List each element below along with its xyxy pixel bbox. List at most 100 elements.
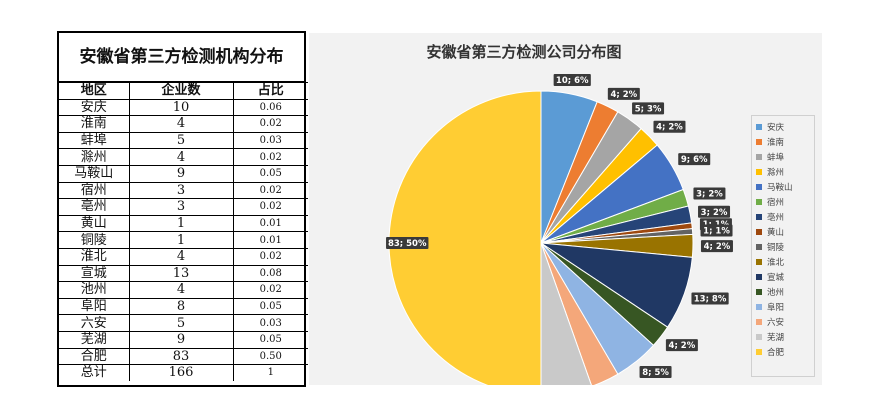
data-label: 13; 8% xyxy=(691,292,729,305)
table-row: 宣城 13 0.08 xyxy=(59,264,308,283)
legend-swatch xyxy=(756,288,762,295)
count-cell: 4 xyxy=(128,115,234,133)
region-cell: 宣城 xyxy=(59,264,130,283)
count-cell: 13 xyxy=(128,264,234,283)
pie-slice xyxy=(540,242,592,385)
data-label-box xyxy=(553,73,591,86)
data-label-text: 4; 2% xyxy=(656,123,683,133)
legend-label: 淮南 xyxy=(767,137,785,148)
data-label-text: 8; 5% xyxy=(642,368,669,378)
legend-swatch xyxy=(756,318,762,325)
legend-swatch xyxy=(756,258,762,265)
data-label-text: 13; 8% xyxy=(694,294,727,304)
table-title: 安徽省第三方检测机构分布 xyxy=(59,33,304,82)
count-cell: 3 xyxy=(128,198,234,216)
share-cell: 0.02 xyxy=(232,247,308,266)
share-cell: 0.02 xyxy=(232,281,308,299)
data-label-box xyxy=(665,339,698,352)
share-cell: 0.02 xyxy=(232,115,308,133)
legend-item: 安庆 xyxy=(756,119,810,134)
table-row: 池州 4 0.02 xyxy=(59,281,308,299)
region-cell: 铜陵 xyxy=(59,231,130,249)
count-cell: 9 xyxy=(128,164,234,183)
legend-item: 合肥 xyxy=(756,344,810,359)
share-cell: 0.50 xyxy=(232,347,308,366)
legend-item: 宿州 xyxy=(756,194,810,209)
count-cell: 1 xyxy=(128,231,234,249)
legend-label: 阜阳 xyxy=(767,302,785,313)
data-label-box xyxy=(678,153,711,166)
share-cell: 1 xyxy=(232,364,308,381)
count-cell: 83 xyxy=(128,347,234,366)
legend-label: 黄山 xyxy=(767,227,785,238)
header-count: 企业数 xyxy=(128,82,234,100)
share-cell: 0.03 xyxy=(232,314,308,332)
data-label-text: 4; 2% xyxy=(704,242,731,252)
table-row: 淮北 4 0.02 xyxy=(59,247,308,266)
data-label-text: 5; 3% xyxy=(635,104,662,114)
data-label-box xyxy=(607,87,640,100)
share-cell: 0.08 xyxy=(232,264,308,283)
table-row: 总计 166 1 xyxy=(59,364,308,381)
table-row: 滁州 4 0.02 xyxy=(59,148,308,166)
data-label-box xyxy=(700,224,733,237)
legend-swatch xyxy=(756,228,762,235)
region-cell: 马鞍山 xyxy=(59,164,130,183)
count-cell: 8 xyxy=(128,297,234,316)
data-label-box xyxy=(698,205,731,218)
data-label-text: 83; 50% xyxy=(388,239,427,249)
legend-item: 六安 xyxy=(756,314,810,329)
share-cell: 0.05 xyxy=(232,297,308,316)
table-row: 蚌埠 5 0.03 xyxy=(59,131,308,150)
legend-label: 蚌埠 xyxy=(767,152,785,163)
legend-swatch xyxy=(756,213,762,220)
pie-chart: 10; 6% 4; 2% 5; 3% 4; 2% 9; 6% 3; 2% 3; 2% 1; 1… xyxy=(386,73,733,385)
data-label-text: 1; 1% xyxy=(703,226,730,236)
legend-item: 滁州 xyxy=(756,164,810,179)
count-cell: 10 xyxy=(128,98,234,117)
region-cell: 黄山 xyxy=(59,214,130,233)
legend-item: 池州 xyxy=(756,284,810,299)
data-label-text: 4; 2% xyxy=(669,341,696,351)
region-cell: 合肥 xyxy=(59,347,130,366)
table-row: 六安 5 0.03 xyxy=(59,314,308,332)
data-label: 4; 2% xyxy=(665,339,698,352)
legend-label: 芜湖 xyxy=(767,332,785,343)
data-label-box xyxy=(386,237,429,249)
legend-label: 马鞍山 xyxy=(767,182,793,193)
distribution-table-panel: 安徽省第三方检测机构分布 地区 企业数 占比 安庆 10 0.06 淮南 4 0.02 蚌埠… xyxy=(57,31,308,387)
region-cell: 芜湖 xyxy=(59,330,130,349)
region-cell: 阜阳 xyxy=(59,297,130,316)
legend-label: 滁州 xyxy=(767,167,785,178)
count-cell: 3 xyxy=(128,181,234,200)
region-cell: 淮南 xyxy=(59,115,130,133)
header-region: 地区 xyxy=(59,82,130,100)
pie-slice xyxy=(540,242,619,385)
legend-swatch xyxy=(756,273,762,280)
table-row: 马鞍山 9 0.05 xyxy=(59,164,308,183)
table-row: 亳州 3 0.02 xyxy=(59,198,308,216)
share-cell: 0.01 xyxy=(232,214,308,233)
count-cell: 9 xyxy=(128,330,234,349)
count-cell: 166 xyxy=(128,364,234,381)
chart-title: 安徽省第三方检测公司分布图 xyxy=(426,43,622,61)
share-cell: 0.02 xyxy=(232,181,308,200)
data-label: 3; 2% xyxy=(698,205,731,218)
legend-item: 宣城 xyxy=(756,269,810,284)
region-cell: 池州 xyxy=(59,281,130,299)
legend-swatch xyxy=(756,348,762,355)
data-label-box xyxy=(693,187,726,200)
legend-swatch xyxy=(756,333,762,340)
legend-swatch xyxy=(756,168,762,175)
data-label-text: 4; 2% xyxy=(610,90,637,100)
legend-item: 阜阳 xyxy=(756,299,810,314)
legend-item: 淮北 xyxy=(756,254,810,269)
distribution-table: 地区 企业数 占比 安庆 10 0.06 淮南 4 0.02 蚌埠 5 0.03 滁州 4 0.02 马… xyxy=(59,82,308,381)
data-label: 4; 2% xyxy=(700,240,733,253)
legend-label: 亳州 xyxy=(767,212,785,223)
share-cell: 0.01 xyxy=(232,231,308,249)
region-cell: 安庆 xyxy=(59,98,130,117)
legend-swatch xyxy=(756,138,762,145)
data-label-text: 3; 2% xyxy=(701,208,728,218)
legend-item: 蚌埠 xyxy=(756,149,810,164)
